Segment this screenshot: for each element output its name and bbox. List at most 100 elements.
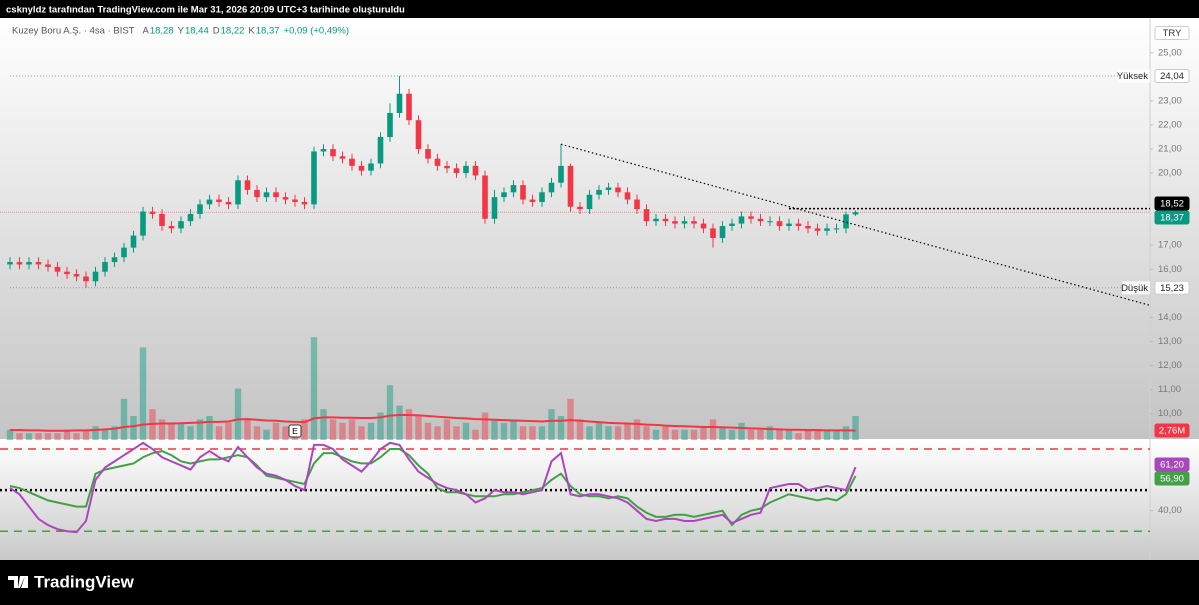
candle-body [16, 262, 23, 265]
candle-body [301, 201, 308, 205]
volume-bar [415, 416, 422, 440]
rsi-ma-label-box [1154, 471, 1190, 486]
volume-bar [453, 426, 460, 440]
candle-body [757, 218, 764, 222]
candle-body [425, 149, 431, 159]
low-name-box [1122, 281, 1150, 295]
candle-body [45, 264, 51, 267]
candle-body [824, 228, 830, 231]
low-label: 15,23 [1160, 283, 1184, 294]
volume-bar [719, 426, 726, 440]
volume-ma-label: 2,76M [1159, 426, 1185, 437]
volume-bar [168, 422, 175, 440]
rsi-tick-label: 40,00 [1158, 505, 1182, 516]
y-tick-label: 23,00 [1158, 95, 1182, 106]
volume-bar [472, 429, 479, 440]
candle-body [377, 137, 384, 164]
candle-body [691, 221, 697, 224]
candle-body [415, 120, 422, 150]
candle-body [349, 158, 355, 166]
low-name: Düşük [1121, 283, 1148, 294]
volume-bar [690, 429, 698, 440]
volume-bar [624, 422, 631, 440]
ohlc-value: 18,28 [150, 26, 174, 37]
y-tick-label: 21,00 [1158, 144, 1182, 155]
volume-bar [491, 419, 498, 440]
candle-body [178, 221, 184, 229]
candle-body [615, 187, 621, 193]
y-tick-label: 11,00 [1158, 384, 1181, 395]
candle-body [235, 180, 241, 205]
volume-bar [244, 419, 251, 440]
candle-body [83, 276, 89, 282]
candle-body [406, 93, 412, 121]
rsi-ma-label: 56,90 [1160, 474, 1184, 485]
high-label: 24,04 [1160, 71, 1184, 82]
ohlc-value: 18,37 [256, 26, 280, 37]
candle-body [396, 93, 403, 113]
volume-bar [481, 412, 489, 440]
candle-body [748, 216, 754, 219]
candle-body [852, 212, 859, 215]
volume-bar [44, 433, 52, 440]
volume-bar [823, 429, 831, 440]
volume-bar [234, 388, 242, 440]
candle-body [368, 163, 374, 171]
low-label-box [1154, 280, 1190, 295]
volume-bar [842, 426, 850, 440]
candle-body [472, 165, 479, 176]
volume-bar [728, 429, 736, 440]
high-name: Yüksek [1117, 71, 1148, 82]
y-tick-label: 17,00 [1158, 240, 1182, 251]
volume-bar [329, 419, 337, 440]
brand: TradingView [34, 572, 135, 591]
volume-bar [671, 429, 679, 440]
y-tick-label: 20,00 [1158, 168, 1182, 179]
volume-bar [662, 426, 669, 440]
volume-bar [852, 416, 859, 440]
y-tick-label: 25,00 [1158, 47, 1182, 58]
candle-body [529, 199, 536, 202]
volume-bar [709, 419, 717, 440]
candle-body [672, 221, 678, 224]
candle-body [681, 221, 688, 224]
earnings-box [288, 424, 302, 438]
trendline [560, 143, 1151, 306]
volume-bar [795, 433, 802, 440]
volume-bar [92, 426, 99, 440]
ohlc-value: 18,22 [221, 26, 245, 37]
volume-bar [548, 409, 555, 440]
volume-bar [643, 426, 650, 440]
volume-bar [177, 422, 185, 440]
volume-bar [320, 409, 327, 440]
candle-body [254, 189, 260, 198]
candle-body [339, 156, 346, 159]
volume-bar [405, 409, 413, 440]
candle-body [805, 225, 811, 229]
candle-body [216, 199, 222, 202]
candle-body [26, 262, 32, 265]
volume-bar [54, 433, 61, 440]
candle-body [320, 149, 327, 152]
candle-body [510, 185, 517, 193]
candle-body [501, 192, 507, 198]
currency-box [1154, 26, 1190, 40]
volume-bar [614, 426, 622, 440]
currency: TRY [1163, 28, 1182, 39]
earnings-label: E [292, 426, 298, 436]
candle-body [558, 165, 564, 183]
candle-body [463, 165, 469, 174]
candle-body [814, 228, 821, 231]
candle-body [358, 165, 365, 171]
high-name-box [1118, 69, 1150, 83]
candle-body [187, 213, 194, 222]
volume-bar [263, 429, 270, 440]
candle-body [548, 182, 555, 193]
volume-bar [510, 419, 517, 440]
volume-bar [747, 429, 755, 440]
candle-body [586, 194, 593, 210]
ohlc-key: Y [178, 26, 185, 37]
candle-body [102, 262, 108, 272]
candle-body [197, 204, 203, 214]
